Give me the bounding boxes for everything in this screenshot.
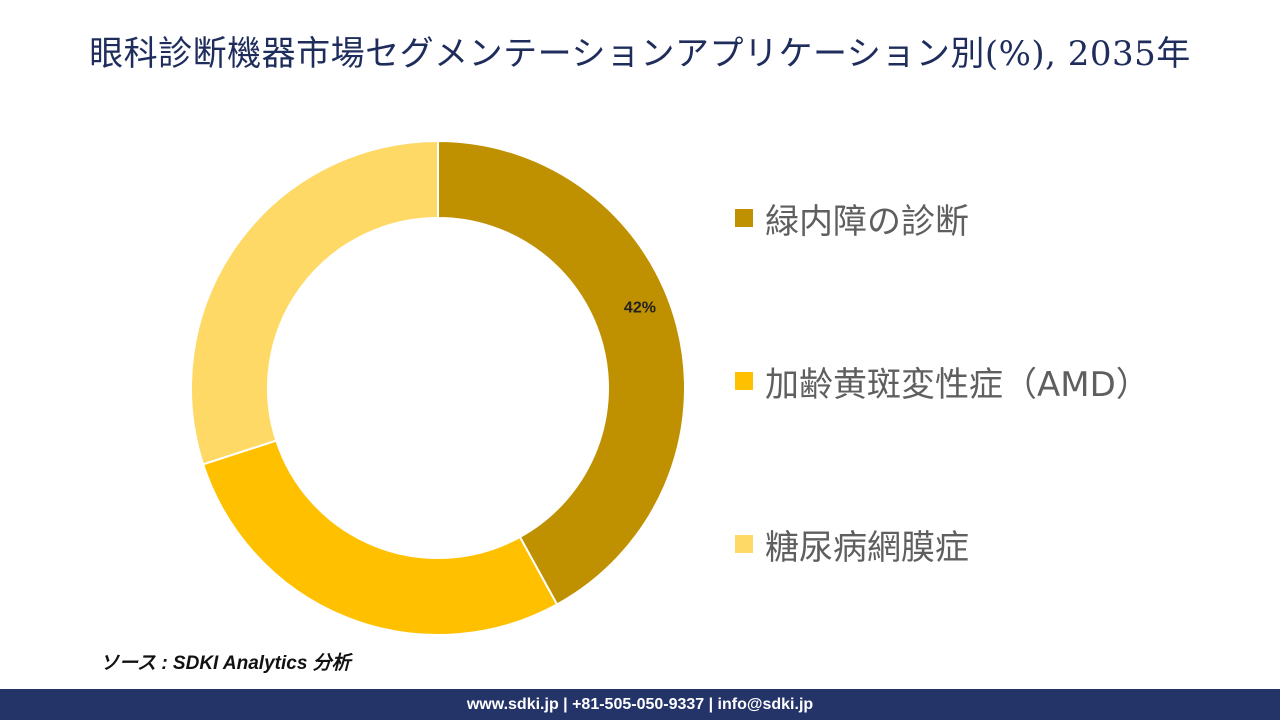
legend-item-diabetic-retinopathy: 糖尿病網膜症 <box>735 516 1235 572</box>
donut-chart: 42% <box>190 139 686 636</box>
legend-item-glaucoma: 緑内障の診断 <box>735 190 1235 246</box>
slice-amd <box>201 439 559 636</box>
source-note: ソース : SDKI Analytics 分析 <box>100 653 351 674</box>
slice-data-label: 42% <box>624 299 656 316</box>
legend-label: 糖尿病網膜症 <box>765 527 969 568</box>
legend: 緑内障の診断 加齢黄斑変性症（AMD） 糖尿病網膜症 <box>735 190 1235 679</box>
legend-swatch <box>735 535 753 553</box>
legend-label: 緑内障の診断 <box>765 201 969 242</box>
legend-swatch <box>735 372 753 390</box>
footer-contact-bar: www.sdki.jp | +81-505-050-9337 | info@sd… <box>0 689 1280 720</box>
legend-item-amd: 加齢黄斑変性症（AMD） <box>735 353 1235 409</box>
slice-diabetic-retinopathy <box>190 139 439 466</box>
legend-swatch <box>735 209 753 227</box>
chart-title: 眼科診断機器市場セグメンテーションアプリケーション別(%), 2035年 <box>89 34 1191 74</box>
slice-glaucoma <box>437 139 686 606</box>
legend-label: 加齢黄斑変性症（AMD） <box>765 364 1150 405</box>
